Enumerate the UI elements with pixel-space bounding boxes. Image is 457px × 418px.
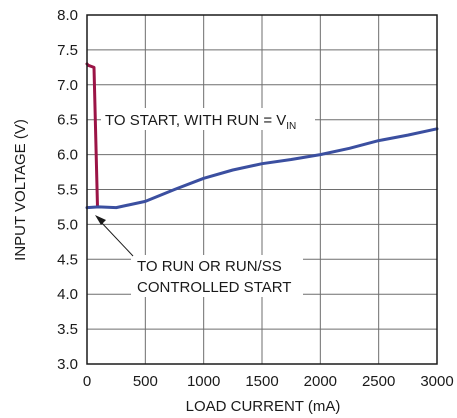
x-tick-label: 0	[83, 373, 91, 390]
y-tick-label: 7.0	[57, 77, 78, 94]
y-tick-label: 7.5	[57, 42, 78, 59]
tick-labels: 0 500 1000 1500 2000 2500 3000 3.0 3.5 4.0 4.5 5.0 5…	[57, 7, 454, 390]
grid	[86, 14, 438, 365]
annotation-arrow-line	[99, 220, 134, 257]
y-tick-label: 5.0	[57, 216, 78, 233]
y-tick-label: 4.5	[57, 251, 78, 268]
x-tick-label: 2000	[304, 373, 337, 390]
y-tick-label: 3.0	[57, 356, 78, 373]
series-lines	[85, 62, 439, 210]
series-line-2	[85, 127, 439, 210]
x-tick-label: 500	[133, 373, 158, 390]
y-tick-label: 5.5	[57, 182, 78, 199]
y-axis-title: INPUT VOLTAGE (V)	[12, 119, 29, 261]
x-axis-title: LOAD CURRENT (mA)	[186, 398, 341, 415]
y-tick-label: 3.5	[57, 321, 78, 338]
y-tick-label: 6.5	[57, 112, 78, 129]
annotation-start-background	[101, 108, 315, 130]
series-line-1	[85, 62, 101, 209]
x-tick-label: 2500	[362, 373, 395, 390]
y-tick-label: 4.0	[57, 286, 78, 303]
annotation-run-line2: CONTROLLED START	[137, 279, 291, 296]
annotation-run-line1: TO RUN OR RUN/SS	[137, 258, 282, 275]
annotation-start: TO START, WITH RUN = VIN	[105, 112, 296, 132]
y-tick-label: 8.0	[57, 7, 78, 24]
annotation-arrowhead	[95, 215, 106, 225]
x-tick-label: 3000	[420, 373, 453, 390]
plot-frame	[86, 14, 438, 365]
y-tick-label: 6.0	[57, 147, 78, 164]
x-tick-label: 1000	[187, 373, 220, 390]
x-tick-label: 1500	[245, 373, 278, 390]
annotation-run-background	[131, 255, 303, 297]
